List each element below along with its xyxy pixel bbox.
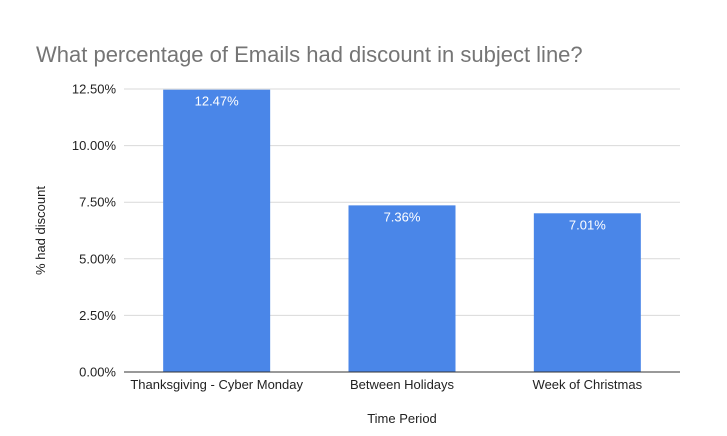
bar-data-label: 7.01% bbox=[569, 217, 606, 232]
bar bbox=[348, 205, 456, 372]
bars bbox=[163, 89, 641, 372]
bar-data-label: 12.47% bbox=[195, 94, 240, 109]
y-tick-label: 0.00% bbox=[79, 365, 116, 380]
x-tick-label: Thanksgiving - Cyber Monday bbox=[130, 377, 303, 392]
y-tick-label: 2.50% bbox=[79, 308, 116, 323]
bar-data-label: 7.36% bbox=[384, 209, 421, 224]
chart-title: What percentage of Emails had discount i… bbox=[36, 42, 583, 67]
y-tick-label: 7.50% bbox=[79, 195, 116, 210]
x-tick-label: Between Holidays bbox=[350, 377, 455, 392]
x-tick-labels: Thanksgiving - Cyber Monday Between Holid… bbox=[130, 377, 642, 392]
x-axis-title: Time Period bbox=[367, 411, 437, 426]
x-tick-label: Week of Christmas bbox=[533, 377, 643, 392]
y-tick-label: 10.00% bbox=[72, 138, 117, 153]
data-labels: 12.47% 7.36% 7.01% bbox=[195, 94, 607, 233]
y-tick-label: 5.00% bbox=[79, 251, 116, 266]
bar bbox=[533, 213, 641, 372]
y-tick-labels: 0.00% 2.50% 5.00% 7.50% 10.00% 12.50% bbox=[72, 82, 117, 380]
y-tick-label: 12.50% bbox=[72, 82, 117, 97]
y-axis-title: % had discount bbox=[33, 186, 48, 275]
bar bbox=[163, 89, 271, 372]
